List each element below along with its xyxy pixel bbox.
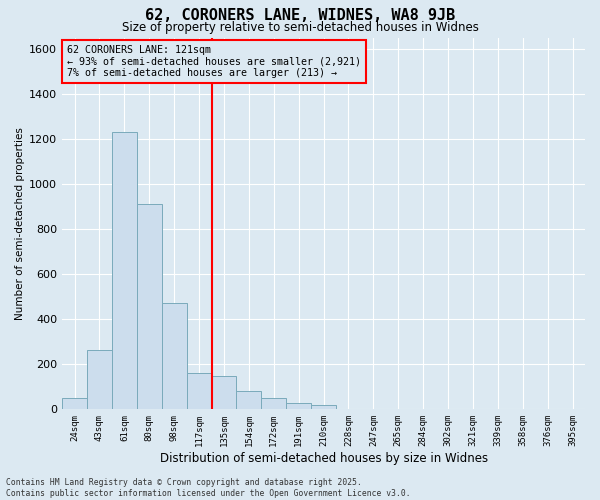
Bar [162,304,187,410]
Bar [112,132,137,409]
X-axis label: Distribution of semi-detached houses by size in Widnes: Distribution of semi-detached houses by … [160,452,488,465]
Text: Contains HM Land Registry data © Crown copyright and database right 2025.
Contai: Contains HM Land Registry data © Crown c… [6,478,410,498]
Bar [286,402,311,409]
Text: 62 CORONERS LANE: 121sqm
← 93% of semi-detached houses are smaller (2,921)
7% of: 62 CORONERS LANE: 121sqm ← 93% of semi-d… [67,45,361,78]
Text: 62, CORONERS LANE, WIDNES, WA8 9JB: 62, CORONERS LANE, WIDNES, WA8 9JB [145,8,455,22]
Bar [311,405,336,409]
Y-axis label: Number of semi-detached properties: Number of semi-detached properties [15,127,25,320]
Bar [62,398,87,409]
Bar [137,204,162,410]
Bar [87,350,112,410]
Text: Size of property relative to semi-detached houses in Widnes: Size of property relative to semi-detach… [122,21,478,34]
Bar [236,392,262,409]
Bar [212,376,236,410]
Bar [187,374,212,410]
Bar [262,398,286,409]
